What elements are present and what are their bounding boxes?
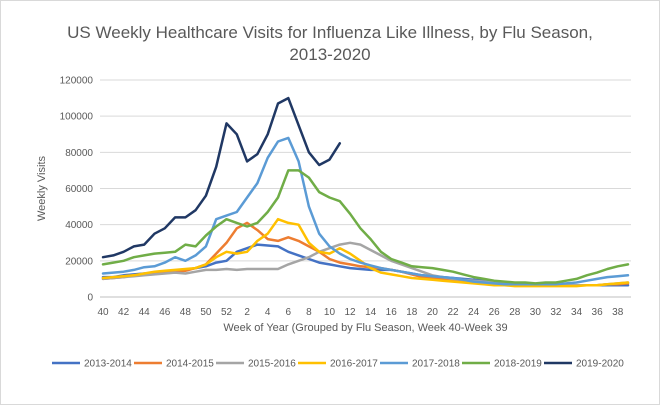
legend-label: 2019-2020 <box>576 359 624 370</box>
x-tick-label: 46 <box>159 307 171 318</box>
legend: 2013-2014 2014-2015 2015-2016 2016-2017 2017… <box>52 359 624 370</box>
x-tick-label: 30 <box>530 307 542 318</box>
x-tick-label: 50 <box>200 307 212 318</box>
x-tick-label: 4 <box>265 307 271 318</box>
series-line-2018-2019 <box>101 169 630 285</box>
legend-label: 2014-2015 <box>166 359 214 370</box>
x-tick-label: 38 <box>612 307 624 318</box>
x-tick-label: 32 <box>550 307 562 318</box>
x-axis-ticks: 40 42 44 46 48 50 52 2 4 6 8 10 12 14 16 18 20 22 24 26 28 30… <box>97 307 623 318</box>
legend-label: 2017-2018 <box>412 359 460 370</box>
x-tick-label: 42 <box>118 307 130 318</box>
x-tick-label: 20 <box>427 307 439 318</box>
series-line-2016-2017 <box>101 217 630 288</box>
x-tick-label: 34 <box>571 307 583 318</box>
x-tick-label: 10 <box>324 307 336 318</box>
y-tick-label: 0 <box>87 293 93 304</box>
x-tick-label: 18 <box>406 307 418 318</box>
x-tick-label: 52 <box>221 307 233 318</box>
legend-label: 2015-2016 <box>248 359 296 370</box>
x-tick-label: 2 <box>244 307 250 318</box>
chart-title-line-1: US Weekly Healthcare Visits for Influenz… <box>67 23 593 42</box>
x-tick-label: 36 <box>592 307 604 318</box>
x-tick-label: 12 <box>344 307 356 318</box>
y-tick-label: 100000 <box>60 112 94 123</box>
x-tick-label: 14 <box>365 307 377 318</box>
series-line-2017-2018 <box>101 136 630 286</box>
x-tick-label: 6 <box>286 307 292 318</box>
chart-title-line-2: 2013-2020 <box>289 45 371 64</box>
x-tick-label: 16 <box>386 307 398 318</box>
legend-label: 2013-2014 <box>84 359 132 370</box>
x-tick-label: 26 <box>489 307 501 318</box>
x-tick-label: 24 <box>468 307 480 318</box>
series-line-2019-2020 <box>101 96 342 259</box>
x-tick-label: 22 <box>447 307 459 318</box>
x-tick-label: 48 <box>180 307 192 318</box>
legend-label: 2018-2019 <box>494 359 542 370</box>
y-tick-label: 20000 <box>65 256 93 267</box>
series-lines <box>101 96 630 288</box>
y-axis-ticks: 0 20000 40000 60000 80000 100000 120000 <box>60 76 94 304</box>
y-tick-label: 120000 <box>60 76 94 87</box>
y-tick-label: 80000 <box>65 148 93 159</box>
gridlines <box>100 79 631 262</box>
y-tick-label: 40000 <box>65 220 93 231</box>
y-tick-label: 60000 <box>65 184 93 195</box>
x-axis-title: Week of Year (Grouped by Flu Season, Wee… <box>223 322 507 334</box>
x-tick-label: 28 <box>509 307 521 318</box>
x-tick-label: 8 <box>306 307 312 318</box>
x-tick-label: 40 <box>97 307 109 318</box>
x-tick-label: 44 <box>139 307 151 318</box>
y-axis-title: Weekly Visits <box>36 156 48 222</box>
legend-label: 2016-2017 <box>330 359 378 370</box>
